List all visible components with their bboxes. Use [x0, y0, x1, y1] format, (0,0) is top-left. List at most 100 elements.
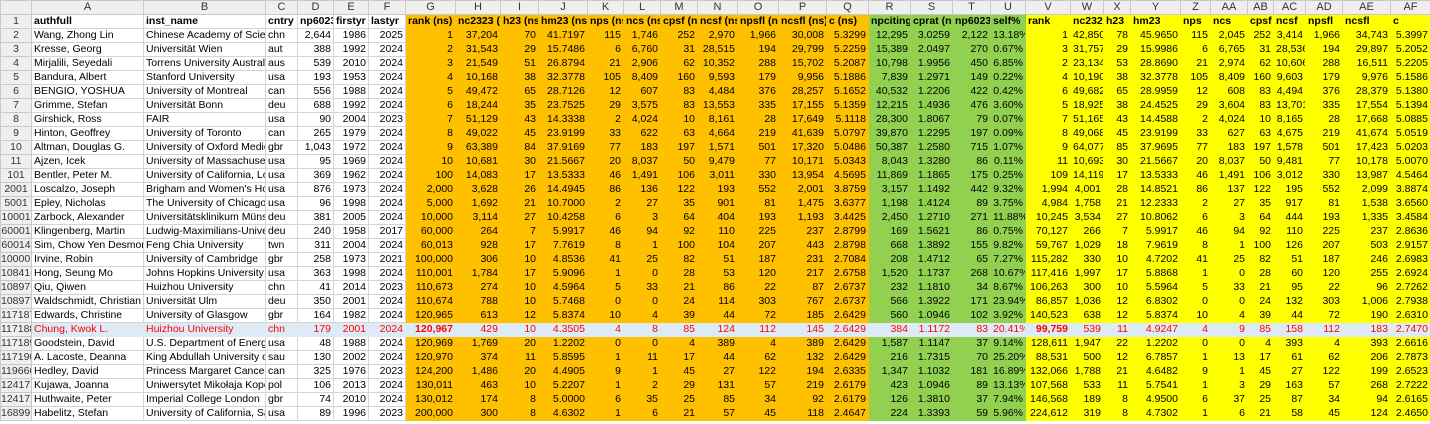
cell-R[interactable]: 40,532: [868, 84, 911, 99]
cell-S[interactable]: 1.2710: [910, 210, 953, 225]
cell-T[interactable]: 270: [952, 42, 991, 57]
cell-W[interactable]: 300: [1070, 280, 1104, 295]
cell-G[interactable]: 6: [405, 98, 456, 113]
cell-J[interactable]: 28.7126: [538, 84, 588, 99]
cell-X[interactable]: 17: [1103, 168, 1131, 183]
row-number[interactable]: 5: [0, 70, 32, 85]
cell-Y[interactable]: 4.9247: [1130, 322, 1181, 337]
cell-K[interactable]: 29: [587, 98, 624, 113]
cell-Z[interactable]: 6: [1180, 42, 1211, 57]
cell-S[interactable]: 1.0946: [910, 308, 953, 323]
cell-U[interactable]: 0.25%: [990, 168, 1026, 183]
cell-R[interactable]: 50,387: [868, 140, 911, 155]
cell-L[interactable]: 94: [623, 224, 661, 239]
cell-AD[interactable]: 72: [1305, 308, 1343, 323]
cell-Z[interactable]: 4: [1180, 322, 1211, 337]
cell-Y[interactable]: 13.5333: [1130, 168, 1181, 183]
cell-P[interactable]: 389: [778, 336, 827, 351]
cell-Q[interactable]: 5.1118: [826, 112, 869, 127]
column-header-C[interactable]: C: [265, 0, 298, 15]
cell-R[interactable]: 11,869: [868, 168, 911, 183]
cell-G[interactable]: 120,970: [405, 350, 456, 365]
cell-C[interactable]: usa: [265, 336, 298, 351]
cell-O[interactable]: 501: [737, 140, 779, 155]
cell-AA[interactable]: 2,974: [1210, 56, 1248, 71]
cell-AB[interactable]: 252: [1247, 28, 1274, 43]
cell-C[interactable]: can: [265, 84, 298, 99]
cell-F[interactable]: 2024: [368, 392, 406, 407]
cell-I[interactable]: 27: [500, 210, 539, 225]
cell-M[interactable]: 82: [660, 252, 698, 267]
cell-AD[interactable]: 120: [1305, 266, 1343, 281]
cell-Z[interactable]: 0: [1180, 336, 1211, 351]
column-header-J[interactable]: J: [538, 0, 588, 15]
cell-V[interactable]: 4,984: [1025, 196, 1071, 211]
cell-W[interactable]: 533: [1070, 378, 1104, 393]
cell-D[interactable]: 96: [297, 196, 334, 211]
cell-AE[interactable]: 1,538: [1342, 196, 1391, 211]
cell-AB[interactable]: 45: [1247, 364, 1274, 379]
cell-AD[interactable]: 34: [1305, 392, 1343, 407]
cell-R[interactable]: 668: [868, 238, 911, 253]
cell-P[interactable]: 1,193: [778, 210, 827, 225]
cell-B[interactable]: Imperial College London: [143, 392, 266, 407]
cell-AF[interactable]: 2.8636: [1390, 224, 1430, 239]
cell-M[interactable]: 160: [660, 70, 698, 85]
cell-AB[interactable]: 39: [1247, 308, 1274, 323]
cell-J[interactable]: 4.4905: [538, 364, 588, 379]
cell-E[interactable]: 2010: [333, 392, 369, 407]
cell-K[interactable]: 4: [587, 322, 624, 337]
cell-K[interactable]: 21: [587, 56, 624, 71]
cell-N[interactable]: 51: [697, 252, 738, 267]
column-header-AE[interactable]: AE: [1342, 0, 1391, 15]
cell-B[interactable]: Universitätsklinikum Münst: [143, 210, 266, 225]
cell-E[interactable]: 2001: [333, 294, 369, 309]
cell-I[interactable]: 84: [500, 140, 539, 155]
cell-K[interactable]: 1: [587, 266, 624, 281]
cell-T[interactable]: 422: [952, 84, 991, 99]
cell-N[interactable]: 4,664: [697, 126, 738, 141]
cell-AC[interactable]: 8,165: [1273, 112, 1306, 127]
cell-S[interactable]: 1.3280: [910, 154, 953, 169]
cell-Y[interactable]: 5.7541: [1130, 378, 1181, 393]
cell-V[interactable]: 88,531: [1025, 350, 1071, 365]
cell-AE[interactable]: 503: [1342, 238, 1391, 253]
cell-AF[interactable]: 5.3997: [1390, 28, 1430, 43]
cell-F[interactable]: 2023: [368, 364, 406, 379]
cell-N[interactable]: 44: [697, 350, 738, 365]
cell-R[interactable]: 126: [868, 392, 911, 407]
cell-AE[interactable]: 10,178: [1342, 154, 1391, 169]
cell-AA[interactable]: 3: [1210, 210, 1248, 225]
cell-AB[interactable]: 28: [1247, 266, 1274, 281]
cell-X[interactable]: 8: [1103, 406, 1131, 421]
cell-AF[interactable]: 2.9157: [1390, 238, 1430, 253]
cell-Y[interactable]: 23.9199: [1130, 126, 1181, 141]
cell-B[interactable]: U.S. Department of Energy .: [143, 336, 266, 351]
row-number[interactable]: 117188: [0, 322, 32, 337]
cell-U[interactable]: 0.42%: [990, 84, 1026, 99]
cell-D[interactable]: 539: [297, 56, 334, 71]
cell-G[interactable]: 124,200: [405, 364, 456, 379]
cell-Y[interactable]: 15.9986: [1130, 42, 1181, 57]
column-header-U[interactable]: U: [990, 0, 1026, 15]
cell-R[interactable]: 3,157: [868, 182, 911, 197]
header-cell-M[interactable]: cpsf (ns): [660, 14, 698, 29]
cell-A[interactable]: Kujawa, Joanna: [31, 378, 144, 393]
cell-AB[interactable]: 17: [1247, 350, 1274, 365]
cell-P[interactable]: 13,954: [778, 168, 827, 183]
cell-AA[interactable]: 8,037: [1210, 154, 1248, 169]
cell-D[interactable]: 48: [297, 336, 334, 351]
cell-N[interactable]: 193: [697, 182, 738, 197]
cell-T[interactable]: 37: [952, 336, 991, 351]
cell-A[interactable]: Klingenberg, Martin: [31, 224, 144, 239]
cell-F[interactable]: 2024: [368, 294, 406, 309]
cell-D[interactable]: 106: [297, 378, 334, 393]
cell-AB[interactable]: 106: [1247, 168, 1274, 183]
cell-AD[interactable]: 219: [1305, 126, 1343, 141]
cell-A[interactable]: Huthwaite, Peter: [31, 392, 144, 407]
cell-AE[interactable]: 237: [1342, 224, 1391, 239]
cell-V[interactable]: 9: [1025, 140, 1071, 155]
cell-U[interactable]: 25.20%: [990, 350, 1026, 365]
cell-L[interactable]: 35: [623, 392, 661, 407]
cell-C[interactable]: gbr: [265, 392, 298, 407]
